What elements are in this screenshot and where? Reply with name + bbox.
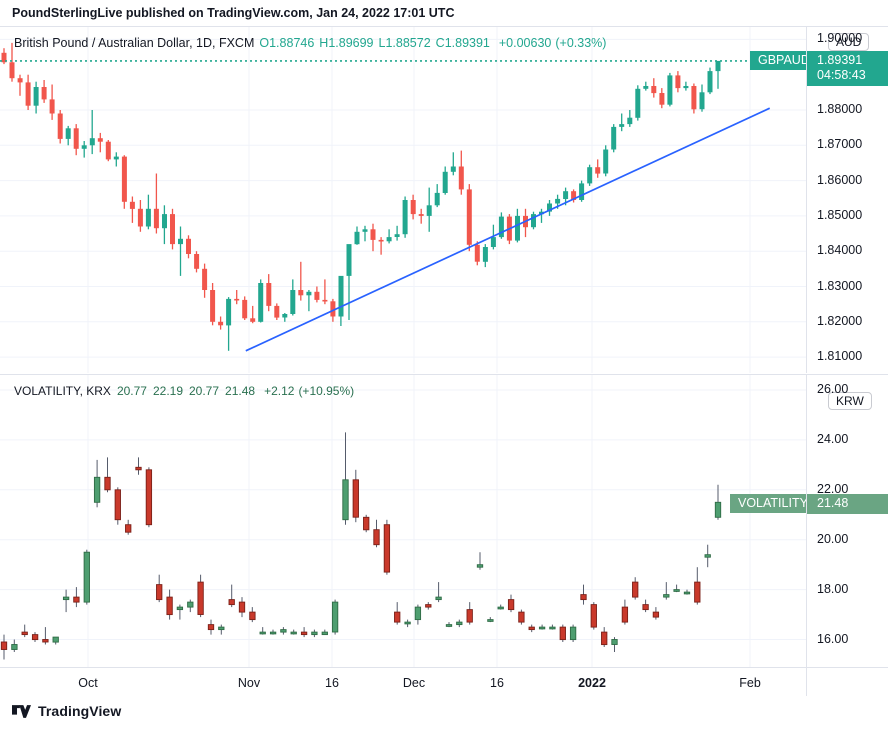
price-pane-legend: British Pound / Australian Dollar, 1D, F… (14, 36, 606, 50)
volatility-pane-legend: VOLATILITY, KRX 20.77 22.19 20.77 21.48 +2.12… (14, 384, 354, 398)
price-symbol-label[interactable]: British Pound / Australian Dollar, 1D, F… (14, 36, 255, 50)
tradingview-footer: TradingView (12, 703, 121, 719)
price-close-value: 1.89391 (444, 36, 490, 50)
price-high-label: H (319, 36, 329, 50)
price-axis[interactable]: AUD 1.90000 1.88000 1.87000 1.86000 1.85000 1… (806, 27, 888, 373)
volatility-currency-badge[interactable]: KRW (828, 392, 872, 410)
price-countdown: 04:58:43 (817, 67, 866, 82)
price-low-label: L (378, 36, 386, 50)
price-axis-tick: 1.84000 (817, 243, 863, 258)
tradingview-brand-label: TradingView (38, 703, 122, 719)
volatility-axis-tick: 18.00 (817, 581, 849, 596)
price-pane[interactable]: British Pound / Australian Dollar, 1D, F… (0, 27, 806, 373)
price-open-label: O (259, 36, 270, 50)
time-axis-tick: Nov (237, 676, 261, 690)
price-currency-badge[interactable]: AUD (828, 33, 870, 51)
chart-frame: British Pound / Australian Dollar, 1D, F… (0, 26, 888, 696)
volatility-open-value: 20.77 (116, 384, 147, 398)
volatility-axis-tick: 22.00 (817, 481, 849, 496)
axis-corner (806, 667, 888, 696)
volatility-change-value: +2.12 (264, 384, 295, 398)
volatility-symbol-label[interactable]: VOLATILITY, KRX (14, 384, 111, 398)
volatility-axis-tick: 16.00 (817, 631, 849, 646)
volatility-candlestick-plot (0, 375, 806, 667)
time-axis-tick: Oct (78, 676, 98, 690)
volatility-high-value: 22.19 (152, 384, 183, 398)
gbpaud-series-tag[interactable]: GBPAUD (750, 50, 806, 70)
volatility-change-percent: (+10.95%) (298, 384, 355, 398)
price-axis-tick: 1.81000 (817, 349, 863, 364)
price-high-value: 1.89699 (328, 36, 374, 50)
price-axis-tick: 1.86000 (817, 172, 863, 187)
time-axis-tick: 16 (490, 676, 504, 690)
price-axis-tick: 1.83000 (817, 278, 863, 293)
time-axis-tick: 2022 (578, 676, 606, 690)
volatility-pane[interactable]: VOLATILITY, KRX 20.77 22.19 20.77 21.48 +2.12… (0, 374, 806, 668)
attribution-text: PoundSterlingLive published on TradingVi… (12, 6, 455, 20)
volatility-last-value-tag[interactable]: 21.48 (807, 493, 888, 514)
time-axis-tick: 16 (325, 676, 339, 690)
price-axis-tick: 1.85000 (817, 207, 863, 222)
price-last-value: 1.89391 (817, 52, 863, 67)
price-last-value-tag[interactable]: 1.89391 04:58:43 (807, 50, 888, 86)
volatility-low-value: 20.77 (189, 384, 220, 398)
volatility-axis-tick: 20.00 (817, 531, 849, 546)
volatility-axis-tick: 26.00 (817, 382, 849, 396)
volatility-last-value: 21.48 (817, 495, 849, 510)
price-close-label: C (435, 36, 445, 50)
price-axis-tick: 1.88000 (817, 102, 863, 116)
time-axis-tick: Dec (402, 676, 426, 690)
price-candlestick-plot (0, 27, 806, 373)
price-change-value: +0.00630 (498, 36, 552, 50)
tradingview-logo-icon (12, 704, 31, 718)
price-axis-tick: 1.90000 (817, 31, 863, 46)
volatility-axis[interactable]: KRW 26.00 24.00 22.00 20.00 18.00 16.00 21.48 (806, 374, 888, 668)
price-open-value: 1.88746 (269, 36, 315, 50)
price-change-percent: (+0.33%) (555, 36, 607, 50)
time-axis-tick: Feb (739, 676, 761, 690)
price-axis-tick: 1.87000 (817, 137, 863, 152)
volatility-close-value: 21.48 (225, 384, 256, 398)
volatility-series-tag[interactable]: VOLATILITY (730, 493, 806, 513)
time-axis[interactable]: Oct Nov 16 Dec 16 2022 Feb (0, 667, 806, 696)
price-axis-tick: 1.82000 (817, 313, 863, 328)
volatility-axis-tick: 24.00 (817, 431, 849, 446)
price-low-value: 1.88572 (385, 36, 431, 50)
